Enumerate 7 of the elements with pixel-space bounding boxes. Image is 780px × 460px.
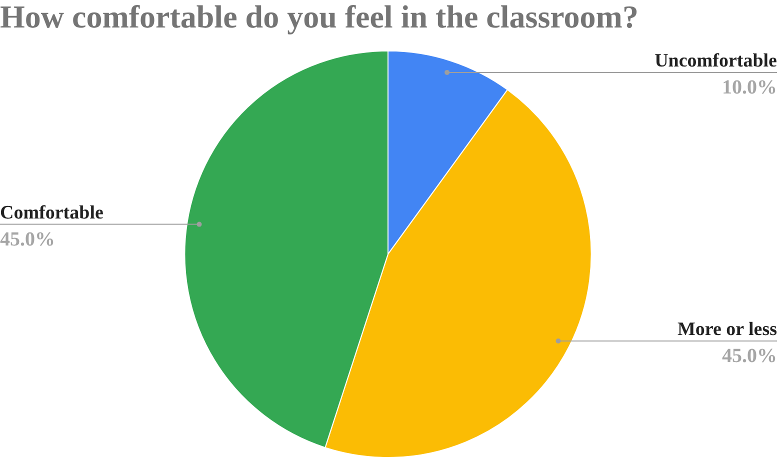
- chart-title: How comfortable do you feel in the classroom?: [0, 0, 638, 34]
- data-label: 45.0%: [0, 228, 55, 250]
- data-label: 10.0%: [722, 76, 777, 98]
- slice-label: Uncomfortable: [654, 50, 777, 72]
- data-label: 45.0%: [722, 344, 777, 367]
- slice-label: More or less: [677, 318, 777, 340]
- slice-label: Comfortable: [0, 202, 104, 224]
